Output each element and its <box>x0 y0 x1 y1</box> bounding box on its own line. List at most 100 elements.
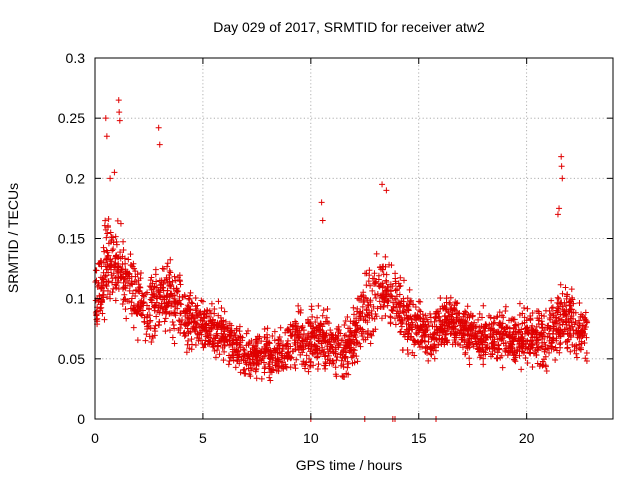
data-point <box>218 323 225 330</box>
data-point <box>573 354 580 361</box>
data-point <box>118 266 125 273</box>
data-point <box>342 353 349 360</box>
data-point <box>332 364 339 371</box>
data-point <box>350 304 357 311</box>
data-point <box>101 316 108 323</box>
data-point <box>552 357 559 364</box>
data-point <box>430 347 437 354</box>
data-point <box>171 340 178 347</box>
data-point <box>384 302 391 309</box>
data-point <box>360 328 367 335</box>
data-point <box>446 312 453 319</box>
y-tick-label: 0.15 <box>58 231 85 247</box>
data-point <box>563 293 570 300</box>
data-point <box>334 342 341 349</box>
data-point <box>529 364 536 371</box>
data-point <box>559 303 566 310</box>
data-point <box>120 246 127 253</box>
data-point <box>334 325 341 332</box>
data-point <box>369 287 376 294</box>
data-point <box>340 348 347 355</box>
data-point <box>390 304 397 311</box>
data-point <box>109 279 116 286</box>
data-point <box>470 331 477 338</box>
data-point <box>435 341 442 348</box>
data-point <box>371 281 377 288</box>
data-point <box>372 294 379 301</box>
data-point <box>542 353 549 360</box>
data-point <box>511 316 518 323</box>
data-point <box>557 281 564 288</box>
data-point <box>209 341 216 348</box>
data-point <box>582 309 589 316</box>
data-point <box>215 298 222 305</box>
data-point <box>381 299 388 306</box>
data-point <box>121 284 128 291</box>
data-point <box>356 309 363 316</box>
data-point <box>187 307 194 314</box>
data-point <box>105 240 112 247</box>
data-point <box>160 266 167 273</box>
data-point <box>494 355 501 362</box>
data-point <box>161 296 168 303</box>
data-point <box>104 230 111 237</box>
y-tick-label: 0.3 <box>66 50 86 66</box>
data-point <box>285 348 292 355</box>
data-point <box>388 262 395 269</box>
data-point <box>400 309 407 316</box>
data-point <box>412 315 419 322</box>
data-point <box>233 341 240 348</box>
data-point <box>199 321 206 328</box>
data-point <box>185 337 192 344</box>
data-point <box>253 339 260 346</box>
data-point <box>207 331 214 338</box>
data-point <box>443 331 450 338</box>
data-point <box>413 329 420 336</box>
data-point <box>159 265 166 272</box>
data-point <box>114 217 121 224</box>
data-point <box>129 281 136 288</box>
data-point <box>452 325 459 332</box>
data-point <box>119 300 126 307</box>
data-point <box>194 331 201 338</box>
data-point <box>300 327 307 334</box>
data-point <box>266 374 273 381</box>
data-point <box>146 318 153 325</box>
data-point <box>264 325 271 332</box>
data-point <box>225 352 232 359</box>
data-point <box>475 316 482 323</box>
data-point <box>148 286 155 293</box>
data-point <box>166 274 173 281</box>
data-point <box>211 335 218 342</box>
data-point <box>542 307 549 314</box>
data-point <box>332 350 339 357</box>
data-point <box>276 358 283 365</box>
data-point <box>431 318 438 325</box>
data-point <box>549 331 556 338</box>
data-point <box>438 327 445 334</box>
data-point <box>202 321 209 328</box>
data-point <box>287 343 294 350</box>
data-point <box>398 328 405 335</box>
data-point <box>163 292 170 299</box>
data-point <box>522 354 529 361</box>
data-point <box>487 333 494 340</box>
data-point <box>469 313 476 320</box>
data-point <box>387 313 394 320</box>
data-point <box>204 306 211 313</box>
data-point <box>235 348 242 355</box>
data-point <box>216 351 223 358</box>
data-point <box>431 355 438 362</box>
data-point <box>337 351 344 358</box>
data-point <box>538 321 545 328</box>
data-point <box>246 371 253 378</box>
data-point <box>93 277 100 284</box>
data-point <box>214 347 221 354</box>
data-point <box>136 284 143 291</box>
data-point <box>489 345 496 352</box>
data-point <box>546 349 553 356</box>
data-point <box>476 354 483 361</box>
data-point <box>271 345 278 352</box>
data-point <box>527 337 534 344</box>
data-point <box>364 312 371 319</box>
